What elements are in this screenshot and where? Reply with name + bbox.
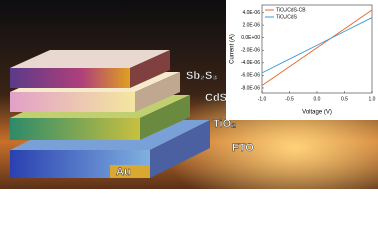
y-tick-label: -8.0E-06 xyxy=(241,85,260,91)
series-line xyxy=(261,17,373,74)
y-tick-label: 0.0E+00 xyxy=(241,35,260,41)
device xyxy=(10,50,210,178)
y-tick-label: 2.0E-06 xyxy=(242,22,260,28)
y-tick-label: -4.0E-06 xyxy=(241,60,260,66)
x-tick-label: 0.0 xyxy=(314,96,321,102)
cds-layer xyxy=(10,92,135,112)
y-tick-label: -2.0E-06 xyxy=(241,48,260,54)
figure: Sb₂S₃ CdS:C TiO₂ FTO Au Voltage (V) Curr… xyxy=(0,0,378,189)
fto-side xyxy=(150,120,210,178)
x-axis-label: Voltage (V) xyxy=(302,110,332,116)
layer-label: Sb₂S₃ xyxy=(186,70,217,82)
layer-label: Au xyxy=(116,166,131,178)
inset-background xyxy=(226,0,378,120)
layer-label: FTO xyxy=(232,142,254,154)
tio2-side xyxy=(140,95,190,140)
tio2-layer xyxy=(10,118,140,140)
legend-label: TiO₂/CdS-CB xyxy=(276,7,306,13)
sb2s3-layer xyxy=(10,68,130,88)
x-tick-label: -0.5 xyxy=(285,96,294,102)
labels: Sb₂S₃ CdS:C TiO₂ FTO Au xyxy=(116,70,255,178)
sb2s3-top xyxy=(10,50,170,68)
inset-chart: Voltage (V) Current (A) 4.0E-06 2.0E-06 0.… xyxy=(226,0,378,120)
y-tick-label: 4.0E-06 xyxy=(242,10,260,16)
layer-label: TiO₂ xyxy=(213,118,236,130)
legend-label: TiO₂/CdS xyxy=(276,14,298,20)
x-tick-label: 1.0 xyxy=(369,96,376,102)
cds-side xyxy=(135,72,180,112)
x-tick-label: 0.5 xyxy=(341,96,348,102)
sb2s3-side xyxy=(130,50,170,88)
y-axis-label: Current (A) xyxy=(230,34,236,64)
y-tick-label: -6.0E-06 xyxy=(241,73,260,79)
series-line xyxy=(261,9,373,86)
au-contact xyxy=(110,165,150,178)
x-tick-label: -1.0 xyxy=(258,96,267,102)
